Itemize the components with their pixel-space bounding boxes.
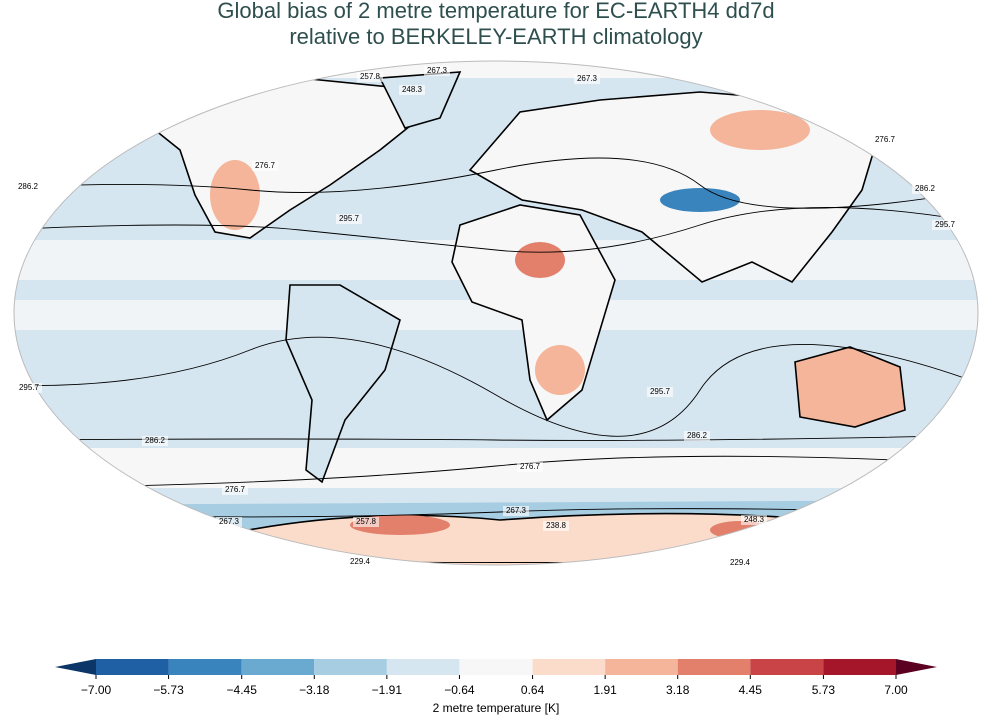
contour-label: 295.7 [19, 383, 40, 392]
colorbar-bin [677, 659, 751, 675]
colorbar-bin [96, 659, 169, 675]
contour-label-bg [353, 517, 379, 527]
colorbar-label: 2 metre temperature [K] [433, 701, 560, 715]
colorbar-tick-label: 4.45 [739, 683, 763, 697]
contour-label: 229.4 [730, 558, 751, 567]
contour-label-bg [574, 74, 600, 84]
ocean-band [14, 61, 978, 78]
contour-label: 248.3 [744, 515, 765, 524]
contour-label-bg [912, 184, 938, 194]
contour-label: 286.2 [145, 436, 166, 445]
colorbar-tick-label: 3.18 [666, 683, 690, 697]
contour-label-bg [16, 383, 42, 393]
contour-label-bg [517, 462, 543, 472]
contour-label: 295.7 [650, 387, 671, 396]
contour-label-bg [684, 431, 710, 441]
colorbar-tick-label: 0.64 [521, 683, 545, 697]
warm-patch [515, 242, 565, 278]
contour-label-bg [932, 220, 958, 230]
contour-line [14, 336, 978, 437]
contour-label: 238.8 [546, 521, 567, 530]
south-america [285, 284, 401, 484]
colorbar-extend-under [55, 659, 96, 675]
contour-label-bg [503, 506, 529, 516]
contour-label-bg [347, 557, 373, 567]
contour-label-bg [142, 436, 168, 446]
colorbar-bin [459, 659, 533, 675]
colorbar-bin [241, 659, 315, 675]
contour-label: 248.3 [402, 85, 423, 94]
map-border [13, 60, 979, 566]
contour-label-bg [216, 517, 242, 527]
colorbar-tick-label: 1.91 [593, 683, 617, 697]
contour-label: 286.2 [687, 431, 708, 440]
warm-patch [535, 345, 585, 395]
title-line: Global bias of 2 metre temperature for E… [217, 0, 774, 23]
ocean-band [14, 448, 978, 488]
colorbar-tick-label: −0.64 [444, 683, 475, 697]
contour-label-bg [399, 85, 425, 95]
contour-labels: 257.8 267.3 248.3 267.3 276.7 276.7 286.2 286.2… [15, 66, 958, 568]
contour-label-bg [872, 135, 898, 145]
colorbar-tick-label: −1.91 [372, 683, 403, 697]
contour-line [14, 455, 978, 489]
warm-patch [210, 160, 260, 230]
colorbar-bin [605, 659, 678, 675]
contour-label-bg [357, 72, 383, 82]
contour-label: 257.8 [360, 72, 381, 81]
contour-label: 276.7 [225, 485, 246, 494]
colorbar-tick-label: −7.00 [81, 683, 112, 697]
cool-patch [660, 188, 740, 212]
contour-label: 286.2 [915, 184, 936, 193]
contour-label: 276.7 [520, 462, 541, 471]
map [14, 61, 978, 565]
contour-label: 267.3 [427, 66, 448, 75]
contour-label: 267.3 [577, 74, 598, 83]
colorbar-tick-label: 5.73 [812, 683, 836, 697]
warm-patch [710, 110, 810, 150]
colorbar-tick-label: −4.45 [227, 683, 258, 697]
colorbar: −7.00 −5.73 −4.45 −3.18 −1.91 −0.64 0.64 1.91 3.… [55, 659, 937, 697]
contour-label-bg [543, 521, 569, 531]
australia [794, 346, 906, 428]
antarctica [178, 512, 902, 565]
contour-label: 267.3 [219, 517, 240, 526]
colorbar-bin [750, 659, 824, 675]
colorbar-tick-label: −5.73 [153, 683, 184, 697]
title-line: relative to BERKELEY-EARTH climatology [289, 24, 702, 49]
contour-line [14, 434, 978, 441]
contour-label-bg [647, 387, 673, 397]
contour-label-bg [336, 214, 362, 224]
contour-line [14, 207, 978, 253]
colorbar-bin [314, 659, 387, 675]
colorbar-bin [168, 659, 242, 675]
contour-label: 276.7 [255, 161, 276, 170]
colorbar-extend-over [896, 659, 937, 675]
contour-label-bg [424, 66, 450, 76]
contour-label: 229.4 [350, 557, 371, 566]
contour-label: 276.7 [875, 135, 896, 144]
contour-label: 295.7 [339, 214, 360, 223]
colorbar-bin [823, 659, 896, 675]
contour-label: 257.8 [356, 517, 377, 526]
contour-label: 286.2 [18, 182, 39, 191]
contour-label-bg [727, 558, 753, 568]
contour-label-bg [252, 161, 278, 171]
colorbar-bin [532, 659, 606, 675]
contour-label-bg [741, 515, 767, 525]
colorbar-tick-label: 7.00 [884, 683, 908, 697]
colorbar-tick-label: −3.18 [299, 683, 330, 697]
contour-label-bg [15, 182, 41, 192]
colorbar-bin [386, 659, 460, 675]
contour-label: 295.7 [935, 220, 956, 229]
contour-label-bg [222, 485, 248, 495]
contour-label: 267.3 [506, 506, 527, 515]
contour-line [14, 157, 978, 209]
